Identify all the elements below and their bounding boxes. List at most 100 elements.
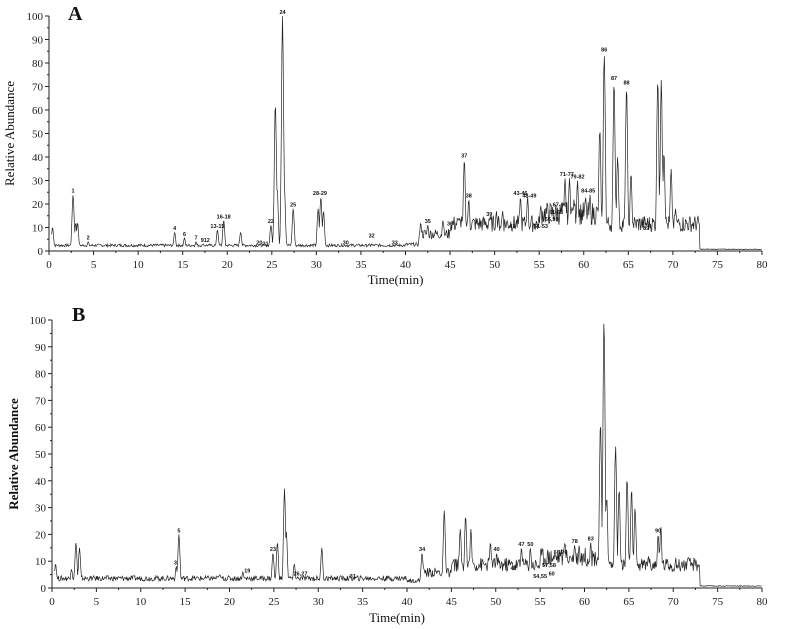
peak-label: 83 (588, 536, 594, 542)
x-tick-label: 75 (712, 259, 724, 271)
y-tick-label: 30 (32, 176, 44, 188)
x-tick-label: 50 (489, 259, 501, 271)
x-tick-label: 30 (311, 259, 323, 271)
peak-label: 87 (611, 76, 617, 82)
peak-label: 43-46 (513, 191, 527, 197)
peak-label: 13-15 (210, 224, 224, 230)
peak-label: 47 (518, 542, 524, 548)
peak-label: 12 (204, 238, 210, 244)
y-tick-label: 40 (32, 152, 44, 164)
x-tick-label: 60 (578, 259, 590, 271)
y-tick-label: 50 (35, 449, 47, 461)
peak-label: 84-85 (581, 189, 595, 195)
peak-label: 60 (549, 571, 555, 577)
peak-label: 9 (201, 238, 204, 244)
y-axis-title: Relative Abundance (2, 81, 17, 186)
y-tick-label: 60 (35, 422, 47, 434)
y-tick-label: 90 (32, 35, 44, 47)
y-tick-label: 30 (35, 503, 47, 515)
x-tick-label: 15 (177, 259, 189, 271)
y-tick-label: 40 (35, 476, 47, 488)
x-tick-label: 5 (94, 596, 100, 608)
chromatogram-trace (51, 15, 762, 251)
peak-label: 66,70 (554, 550, 568, 556)
x-tick-label: 0 (46, 259, 52, 271)
peak-label: 1 (72, 189, 75, 195)
y-tick-label: 10 (32, 223, 44, 235)
peak-label: 26,27 (294, 571, 308, 577)
peak-label: 88 (623, 81, 629, 87)
y-tick-label: 20 (32, 199, 44, 211)
peak-label: 23 (270, 547, 276, 553)
peak-label: 3 (174, 561, 177, 567)
peak-label: 2 (87, 236, 90, 242)
x-tick-label: 45 (446, 596, 458, 608)
peak-label: 39 (486, 212, 492, 218)
peak-label: 34 (419, 547, 426, 553)
x-tick-label: 15 (180, 596, 192, 608)
chromatogram-trace (54, 323, 762, 587)
peak-label: 67-69 (553, 203, 567, 209)
peak-label: 48-49 (522, 193, 536, 199)
peak-label: 38 (466, 193, 472, 199)
y-tick-label: 80 (32, 58, 44, 70)
x-tick-label: 55 (535, 596, 547, 608)
x-tick-label: 40 (402, 596, 414, 608)
x-tick-label: 10 (135, 596, 147, 608)
peak-label: 33 (392, 240, 398, 246)
x-tick-label: 80 (757, 259, 769, 271)
peak-label: 40 (494, 547, 500, 553)
x-tick-label: 30 (313, 596, 325, 608)
peak-label: 57,58 (542, 563, 556, 569)
peak-label: 7 (195, 236, 198, 242)
x-tick-label: 20 (224, 596, 236, 608)
x-tick-label: 20 (222, 259, 234, 271)
peak-label: 79-82 (570, 175, 584, 181)
peak-label: 30 (343, 240, 349, 246)
peak-label: 31 (350, 574, 356, 580)
x-tick-label: 25 (266, 259, 278, 271)
y-tick-label: 60 (32, 105, 44, 117)
panel-letter: B (72, 304, 85, 326)
x-tick-label: 35 (355, 259, 367, 271)
peak-label: 41 (509, 224, 515, 230)
y-tick-label: 20 (35, 529, 47, 541)
peak-label: 37 (461, 153, 467, 159)
x-tick-label: 0 (49, 596, 55, 608)
x-tick-label: 80 (757, 596, 769, 608)
y-axis-title: Relative Abundance (6, 398, 21, 510)
peak-label: 56,59 (545, 217, 559, 223)
y-tick-label: 70 (35, 395, 47, 407)
peak-label: 78 (572, 539, 578, 545)
x-axis-title: Time(min) (369, 610, 425, 625)
x-tick-label: 70 (668, 596, 680, 608)
x-tick-label: 60 (579, 596, 591, 608)
x-tick-label: 50 (490, 596, 502, 608)
peak-label: 36 (447, 222, 453, 228)
y-tick-label: 70 (32, 82, 44, 94)
peak-label: 89 (643, 226, 649, 232)
peak-label: 25 (290, 203, 296, 209)
y-tick-label: 100 (30, 315, 47, 327)
x-tick-label: 45 (445, 259, 457, 271)
peak-label: 35 (425, 219, 431, 225)
peak-label: 24 (279, 10, 286, 16)
x-tick-label: 25 (268, 596, 280, 608)
x-tick-label: 55 (534, 259, 546, 271)
x-tick-label: 10 (133, 259, 145, 271)
x-tick-label: 75 (712, 596, 724, 608)
y-tick-label: 90 (35, 342, 47, 354)
y-tick-label: 10 (35, 556, 47, 568)
x-tick-label: 40 (400, 259, 412, 271)
peak-label: 32 (369, 233, 375, 239)
y-tick-label: 0 (38, 246, 44, 258)
peak-label: 5 (177, 528, 180, 534)
peak-label: 90 (655, 528, 661, 534)
peak-label: 50 (527, 542, 533, 548)
x-tick-label: 70 (667, 259, 679, 271)
peak-label: 54,55 (533, 574, 547, 580)
peak-label: 42 (510, 566, 516, 572)
y-tick-label: 80 (35, 369, 47, 381)
